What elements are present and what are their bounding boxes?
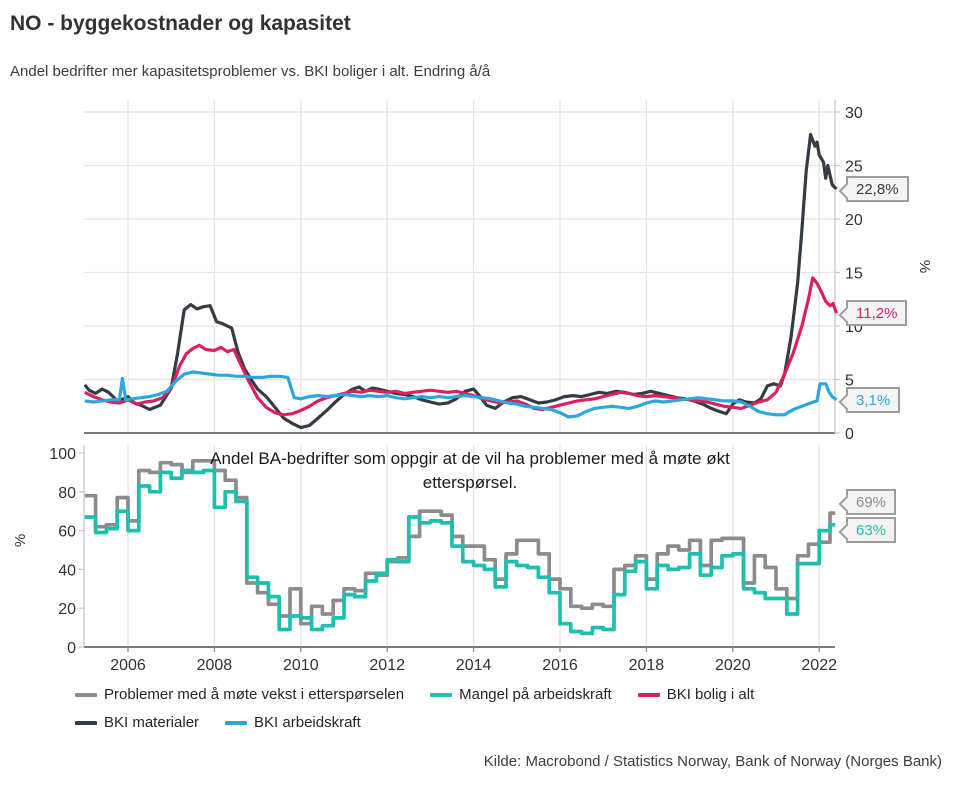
series-line-mangel-p-arbeidskraft [84, 468, 836, 636]
x-tick: 2014 [456, 657, 492, 674]
series-line-bki-arbeidskraft [84, 370, 838, 419]
y-tick-bottom: 100 [49, 446, 76, 463]
y-tick-bottom: 80 [58, 485, 76, 502]
end-label-bki-materialer: 22,8% [846, 176, 909, 202]
series-line-bki-materialer [83, 132, 838, 430]
legend-label: BKI arbeidskraft [254, 714, 361, 731]
y-tick-top: 30 [845, 105, 863, 122]
y-tick-top: 5 [845, 373, 854, 390]
legend-swatch-blue [225, 720, 248, 725]
legend-item-bki-bolig: BKI bolig i alt [637, 686, 755, 703]
legend-label: Mangel på arbeidskraft [459, 686, 612, 703]
source-attribution: Kilde: Macrobond / Statistics Norway, Ba… [483, 753, 942, 770]
page-title: NO - byggekostnader og kapasitet [10, 12, 351, 35]
x-tick: 2012 [369, 657, 405, 674]
end-label-problemer: 69% [846, 489, 897, 515]
legend-row-1: Problemer med å møte vekst i etterspørse… [75, 686, 945, 703]
legend-swatch-crimson [637, 692, 660, 697]
x-tick: 2010 [283, 657, 319, 674]
legend-swatch-dark [75, 720, 97, 725]
bottom-panel-y-axis-label: % [12, 533, 30, 548]
legend-item-problemer: Problemer med å møte vekst i etterspørse… [75, 686, 404, 703]
chart-legend: Problemer med å møte vekst i etterspørse… [75, 686, 945, 742]
legend-label: BKI bolig i alt [666, 686, 755, 703]
gridlines [84, 100, 835, 647]
y-tick-bottom: 60 [58, 524, 76, 541]
legend-item-bki-arbeidskraft: BKI arbeidskraft [225, 714, 361, 731]
x-tick: 2018 [629, 657, 665, 674]
legend-item-bki-materialer: BKI materialer [75, 714, 199, 731]
x-tick: 2016 [542, 657, 578, 674]
end-label-bki-arbeidskraft: 3,1% [846, 387, 901, 413]
page-subtitle: Andel bedrifter mer kapasitetsproblemer … [10, 63, 491, 80]
top-panel-y-axis-label: % [916, 259, 934, 274]
legend-label: Problemer med å møte vekst i etterspørse… [104, 686, 405, 703]
legend-label: BKI materialer [104, 714, 200, 731]
x-tick: 2022 [801, 657, 837, 674]
legend-swatch-teal [430, 692, 453, 697]
x-tick: 2006 [110, 657, 146, 674]
y-tick-bottom: 0 [67, 640, 76, 657]
legend-swatch-gray [75, 692, 97, 697]
axes [79, 100, 840, 652]
legend-item-mangel: Mangel på arbeidskraft [430, 686, 612, 703]
y-tick-top: 25 [845, 159, 863, 176]
y-tick-bottom: 40 [58, 562, 76, 579]
y-tick-top: 20 [845, 212, 863, 229]
x-tick: 2020 [715, 657, 751, 674]
y-tick-top: 15 [845, 266, 863, 283]
end-label-mangel: 63% [846, 517, 897, 543]
series-line-problemer-med-m-te-vekst-i-ettersp-rselen [84, 458, 836, 626]
y-tick-top: 0 [845, 426, 854, 443]
end-label-bki-bolig: 11,2% [846, 300, 908, 326]
y-tick-bottom: 20 [58, 601, 76, 618]
chart-annotation: Andel BA-bedrifter som oppgir at de vil … [210, 449, 730, 492]
x-tick: 2008 [197, 657, 233, 674]
legend-row-2: BKI materialer BKI arbeidskraft [75, 714, 945, 731]
